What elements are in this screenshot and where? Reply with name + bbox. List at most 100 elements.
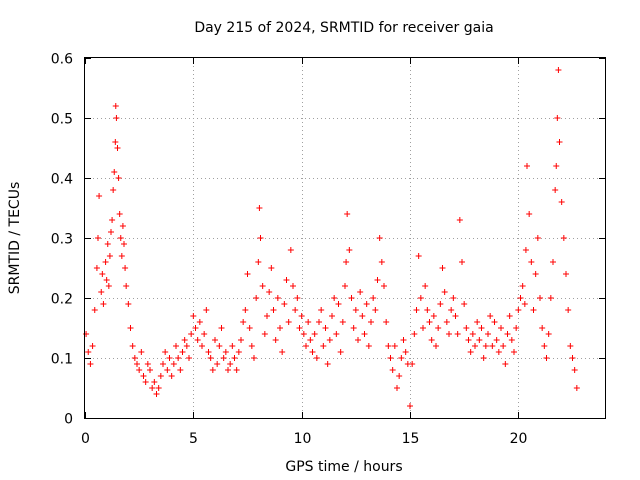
data-point [355,337,361,343]
data-point [205,349,212,355]
data-point [181,337,188,343]
data-point [115,175,122,181]
data-point [214,361,221,367]
data-point [194,337,201,343]
data-point [467,349,474,355]
data-point [513,325,520,331]
data-point [177,367,184,373]
data-point [147,367,153,373]
data-point [441,289,448,295]
data-point [502,361,509,367]
data-point [400,337,407,343]
data-point [573,385,580,391]
data-point [266,289,273,295]
data-point [329,313,335,319]
data-point [361,331,368,337]
y-axis-label: SRMTID / TECUs [7,182,23,295]
data-point [461,301,468,307]
x-tick-label: 10 [294,431,312,447]
data-point [149,385,156,391]
data-point [287,247,294,253]
data-point [565,307,572,313]
x-tick-labels: 0 5 10 15 20 [81,431,527,447]
data-point [196,319,203,325]
data-point [248,343,255,349]
data-point [539,325,546,331]
data-point [437,301,444,307]
data-point [229,343,236,349]
data-point [162,349,169,355]
data-point [209,367,216,373]
data-point [545,331,552,337]
data-point [313,355,320,361]
data-point [218,325,225,331]
data-point [256,205,263,211]
data-point [530,307,537,313]
data-point [517,295,524,301]
data-point [456,217,463,223]
data-point [123,283,130,289]
data-point [342,283,348,289]
data-point [446,331,452,337]
data-point [543,355,550,361]
data-point [498,325,504,331]
data-point [534,235,541,241]
data-point [309,349,316,355]
data-point [344,211,351,217]
data-point [106,253,113,259]
data-point [571,367,578,373]
data-point [129,343,136,349]
data-point [268,265,275,271]
x-tick-label: 0 [81,431,90,447]
data-point [374,277,381,283]
data-point [476,337,483,343]
data-point [155,385,162,391]
data-point [190,313,197,319]
x-axis-label: GPS time / hours [285,459,402,475]
data-point [506,313,513,319]
y-tick-label: 0.4 [51,172,73,188]
data-point [144,361,151,367]
data-point [151,379,158,385]
data-point [370,295,377,301]
data-point [448,307,455,313]
data-point [324,361,331,367]
data-point [298,313,305,319]
data-point [413,307,420,313]
data-point [134,361,140,367]
data-point [333,331,340,337]
data-point [233,367,240,373]
data-point [482,343,489,349]
x-tick-label: 5 [189,431,198,447]
data-point [93,265,100,271]
data-point [296,325,303,331]
data-point [259,283,266,289]
data-point [274,295,281,301]
data-point [114,145,121,151]
y-tick-label: 0.1 [51,352,73,368]
data-point [91,307,98,313]
data-point [563,271,569,277]
data-point [253,295,260,301]
y-tick-label: 0 [64,412,73,428]
data-point [407,403,413,409]
data-point [430,313,437,319]
y-tick-label: 0.6 [51,52,73,68]
data-point [261,331,268,337]
data-point [272,337,279,343]
data-point [111,169,118,175]
data-point [242,307,249,313]
data-point [186,355,192,361]
data-point [454,331,461,337]
data-point [391,343,398,349]
data-point [220,355,227,361]
data-point [359,313,366,319]
data-point [119,223,126,229]
data-point [231,355,238,361]
data-point [363,301,370,307]
y-tick-label: 0.5 [51,112,73,128]
data-point [112,103,119,109]
data-point [532,271,539,277]
data-point [381,283,387,289]
